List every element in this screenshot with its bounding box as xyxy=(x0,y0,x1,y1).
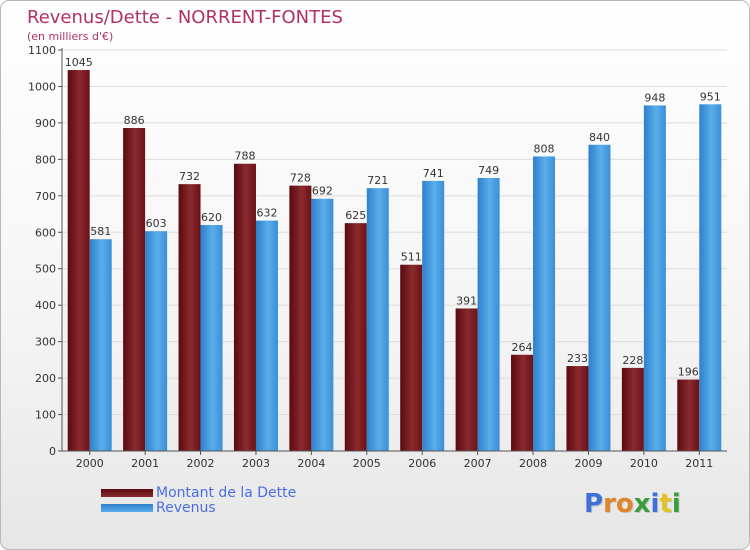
data-label-revenue: 620 xyxy=(201,211,222,224)
x-tick-label: 2002 xyxy=(187,457,215,470)
x-tick-label: 2011 xyxy=(685,457,713,470)
bar-debt xyxy=(677,379,700,451)
bar-revenue xyxy=(366,188,389,451)
logo-letter: t xyxy=(659,489,672,519)
y-tick-label: 100 xyxy=(35,409,56,422)
y-tick-label: 200 xyxy=(35,372,56,385)
data-label-revenue: 692 xyxy=(312,185,333,198)
x-tick-label: 2005 xyxy=(353,457,381,470)
data-label-debt: 1045 xyxy=(65,56,93,69)
x-tick-label: 2010 xyxy=(630,457,658,470)
bar-revenue xyxy=(533,156,556,451)
bar-revenue xyxy=(588,144,611,452)
y-tick-label: 900 xyxy=(35,117,56,130)
y-tick-label: 1100 xyxy=(28,44,56,57)
legend-swatch-debt xyxy=(101,489,153,497)
x-tick-label: 2006 xyxy=(408,457,436,470)
legend-label-revenue: Revenus xyxy=(156,500,216,516)
bar-debt xyxy=(178,184,201,452)
x-tick-label: 2000 xyxy=(76,457,104,470)
y-tick-label: 0 xyxy=(49,445,56,458)
chart-title: Revenus/Dette - NORRENT-FONTES xyxy=(27,7,343,28)
data-label-debt: 264 xyxy=(512,341,533,354)
bar-revenue xyxy=(643,105,666,451)
x-tick-label: 2007 xyxy=(464,457,492,470)
bar-revenue xyxy=(89,239,112,451)
data-label-debt: 233 xyxy=(567,352,588,365)
y-tick-label: 600 xyxy=(35,226,56,239)
bar-debt xyxy=(289,185,312,452)
bar-revenue xyxy=(477,177,500,452)
y-tick-label: 400 xyxy=(35,299,56,312)
bar-debt xyxy=(344,223,367,451)
y-tick-label: 800 xyxy=(35,153,56,166)
logo-letter: i xyxy=(650,489,660,519)
data-label-revenue: 948 xyxy=(644,91,665,104)
logo-letter: x xyxy=(633,489,651,519)
data-label-revenue: 721 xyxy=(367,174,388,187)
proxiti-logo: Proxiti xyxy=(584,489,681,519)
bar-debt xyxy=(455,308,478,451)
bar-debt xyxy=(123,128,146,451)
logo-letter: P xyxy=(584,489,604,519)
logo-letter: r xyxy=(603,489,616,519)
data-label-debt: 196 xyxy=(678,366,699,379)
logo-letter: i xyxy=(671,489,681,519)
y-tick-label: 700 xyxy=(35,190,56,203)
bar-debt xyxy=(511,354,534,451)
data-label-revenue: 581 xyxy=(90,225,111,238)
bar-revenue xyxy=(255,220,278,451)
data-label-revenue: 749 xyxy=(478,164,499,177)
data-label-revenue: 808 xyxy=(534,142,555,155)
legend-swatch-revenue xyxy=(101,504,153,512)
data-label-debt: 625 xyxy=(345,209,366,222)
x-tick-label: 2003 xyxy=(242,457,270,470)
bar-revenue xyxy=(699,104,722,452)
data-label-debt: 511 xyxy=(401,251,422,264)
y-tick-label: 300 xyxy=(35,336,56,349)
data-label-revenue: 603 xyxy=(146,217,167,230)
data-label-debt: 391 xyxy=(456,294,477,307)
bar-debt xyxy=(233,163,256,452)
bar-revenue xyxy=(200,224,223,451)
bar-debt xyxy=(67,70,90,452)
bar-debt xyxy=(621,367,644,451)
data-label-debt: 788 xyxy=(234,150,255,163)
data-label-debt: 732 xyxy=(179,170,200,183)
y-tick-label: 1000 xyxy=(28,80,56,93)
y-tick-label: 500 xyxy=(35,263,56,276)
bar-debt xyxy=(566,366,589,451)
chart-subtitle: (en milliers d'€) xyxy=(27,30,114,43)
x-tick-label: 2004 xyxy=(297,457,325,470)
data-label-debt: 228 xyxy=(622,354,643,367)
bar-revenue xyxy=(311,198,334,451)
data-label-debt: 728 xyxy=(290,172,311,185)
x-tick-label: 2001 xyxy=(131,457,159,470)
data-label-revenue: 951 xyxy=(700,90,721,103)
data-label-revenue: 741 xyxy=(423,167,444,180)
bar-debt xyxy=(400,264,423,451)
data-label-revenue: 840 xyxy=(589,131,610,144)
logo-letter: o xyxy=(615,489,634,519)
legend-label-debt: Montant de la Dette xyxy=(156,485,297,501)
bar-revenue xyxy=(422,180,445,451)
x-tick-label: 2008 xyxy=(519,457,547,470)
bar-revenue xyxy=(145,231,168,451)
x-tick-label: 2009 xyxy=(574,457,602,470)
data-label-debt: 886 xyxy=(124,114,145,127)
data-label-revenue: 632 xyxy=(256,207,277,220)
